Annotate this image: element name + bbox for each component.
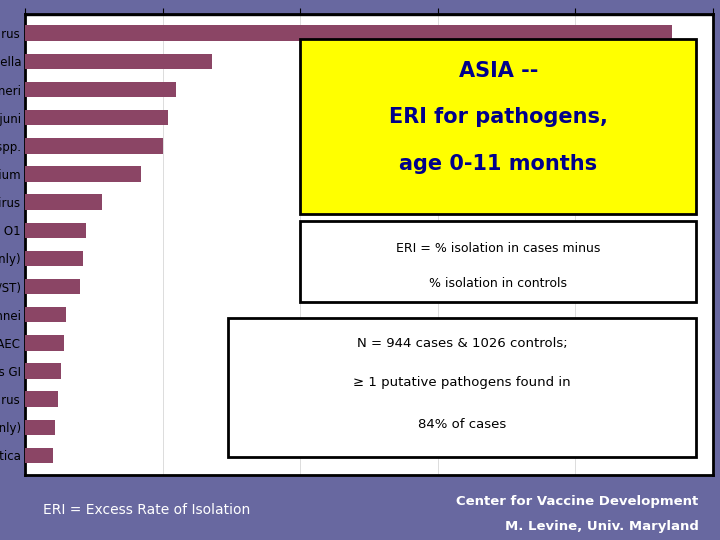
Text: N = 944 cases & 1026 controls;: N = 944 cases & 1026 controls; <box>356 337 567 350</box>
Bar <box>25 25 672 41</box>
Bar <box>25 82 176 97</box>
Text: M. Levine, Univ. Maryland: M. Levine, Univ. Maryland <box>505 520 698 533</box>
Bar <box>25 251 83 266</box>
Bar <box>25 110 168 125</box>
FancyBboxPatch shape <box>228 318 696 457</box>
Bar <box>25 166 140 182</box>
Bar <box>25 392 58 407</box>
Text: ASIA --: ASIA -- <box>459 61 538 81</box>
Bar <box>25 279 80 294</box>
Bar <box>25 194 102 210</box>
Bar <box>25 138 163 153</box>
Bar <box>25 363 61 379</box>
Bar <box>25 335 63 350</box>
Text: ≥ 1 putative pathogens found in: ≥ 1 putative pathogens found in <box>353 376 571 389</box>
Text: 84% of cases: 84% of cases <box>418 418 506 431</box>
Bar <box>25 307 66 322</box>
Text: % isolation in controls: % isolation in controls <box>429 277 567 290</box>
Text: ERI = % isolation in cases minus: ERI = % isolation in cases minus <box>396 242 600 255</box>
FancyBboxPatch shape <box>300 221 696 302</box>
Text: age 0-11 months: age 0-11 months <box>399 153 598 173</box>
Text: ERI for pathogens,: ERI for pathogens, <box>389 107 608 127</box>
Bar <box>25 420 55 435</box>
Bar <box>25 448 53 463</box>
Bar <box>25 53 212 69</box>
FancyBboxPatch shape <box>300 39 696 214</box>
Text: ERI = Excess Rate of Isolation: ERI = Excess Rate of Isolation <box>43 503 251 517</box>
Text: Center for Vaccine Development: Center for Vaccine Development <box>456 495 698 508</box>
Bar <box>25 222 86 238</box>
